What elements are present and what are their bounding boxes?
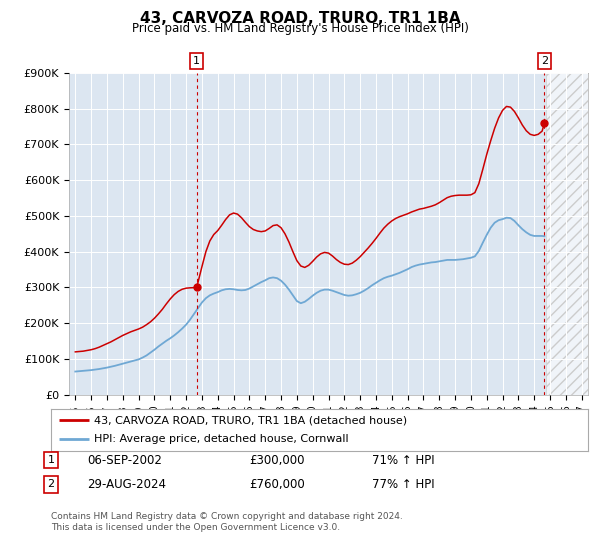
Text: 06-SEP-2002: 06-SEP-2002 [87, 454, 162, 467]
Text: Price paid vs. HM Land Registry's House Price Index (HPI): Price paid vs. HM Land Registry's House … [131, 22, 469, 35]
Text: 43, CARVOZA ROAD, TRURO, TR1 1BA: 43, CARVOZA ROAD, TRURO, TR1 1BA [140, 11, 460, 26]
Text: 1: 1 [193, 56, 200, 66]
Text: 43, CARVOZA ROAD, TRURO, TR1 1BA (detached house): 43, CARVOZA ROAD, TRURO, TR1 1BA (detach… [94, 415, 407, 425]
Text: Contains HM Land Registry data © Crown copyright and database right 2024.
This d: Contains HM Land Registry data © Crown c… [51, 512, 403, 532]
Text: 2: 2 [541, 56, 548, 66]
Text: 1: 1 [47, 455, 55, 465]
Bar [546, 73, 588, 395]
Text: HPI: Average price, detached house, Cornwall: HPI: Average price, detached house, Corn… [94, 435, 349, 445]
Bar [546, 73, 588, 395]
Text: 2: 2 [47, 479, 55, 489]
Text: 77% ↑ HPI: 77% ↑ HPI [372, 478, 434, 491]
Text: £300,000: £300,000 [249, 454, 305, 467]
Text: 71% ↑ HPI: 71% ↑ HPI [372, 454, 434, 467]
Text: £760,000: £760,000 [249, 478, 305, 491]
Text: 29-AUG-2024: 29-AUG-2024 [87, 478, 166, 491]
